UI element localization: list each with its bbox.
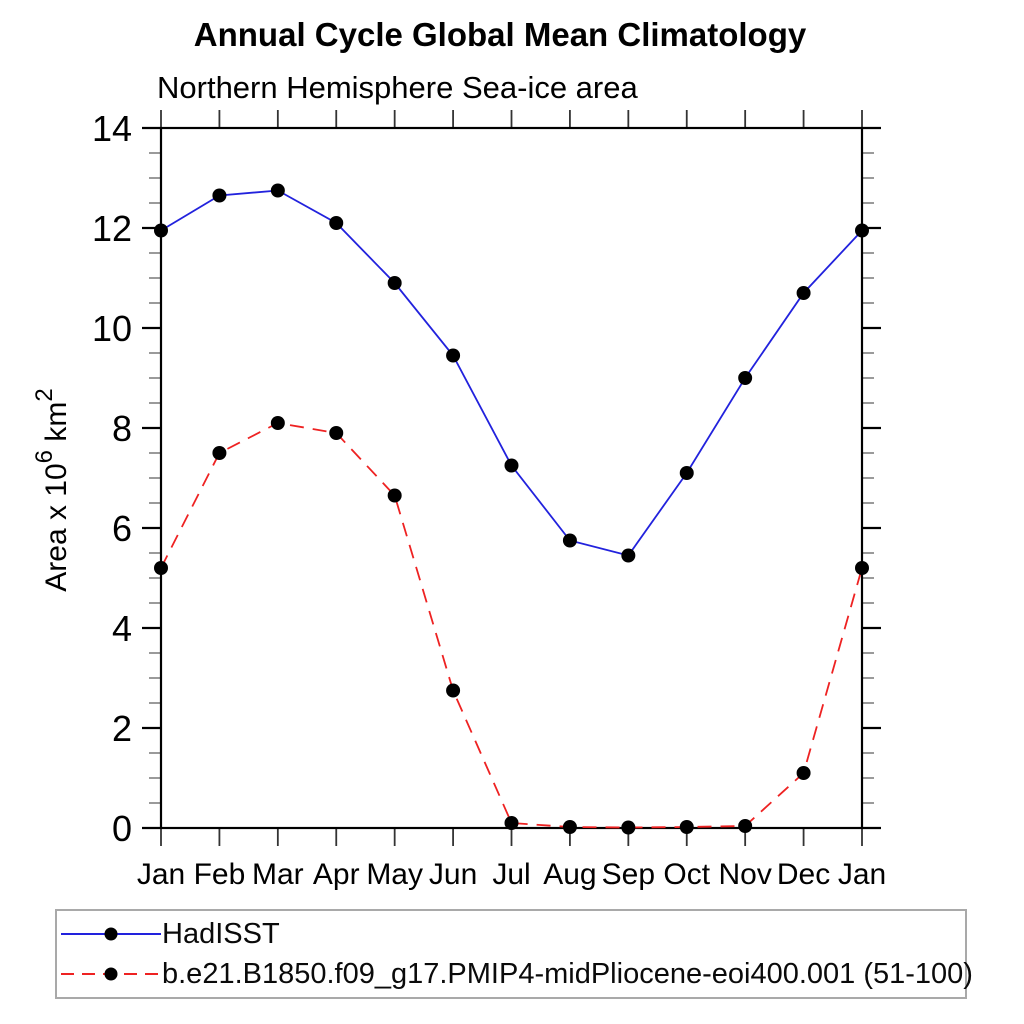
data-point — [855, 561, 869, 575]
x-tick-label: May — [366, 858, 423, 891]
x-tick-label: Jan — [137, 858, 185, 891]
x-tick-label: Nov — [718, 858, 771, 891]
data-point — [621, 548, 636, 563]
data-point — [504, 458, 519, 473]
data-point — [738, 371, 753, 385]
y-axis-title: Area x 106 km2 — [31, 388, 73, 591]
data-point — [387, 276, 402, 290]
x-tick-label: Sep — [602, 858, 655, 891]
y-tick-label: 8 — [112, 408, 132, 449]
legend-label-hadisst: HadISST — [162, 917, 280, 950]
data-point — [270, 183, 285, 198]
data-point — [270, 416, 285, 430]
legend: HadISST b.e21.B1850.f09_g17.PMIP4-midPli… — [55, 909, 973, 999]
y-tick-label: 6 — [112, 508, 132, 549]
x-tick-label: Dec — [777, 858, 830, 891]
x-tick-label: Aug — [543, 858, 596, 891]
legend-row-model: b.e21.B1850.f09_g17.PMIP4-midPliocene-eo… — [60, 955, 973, 993]
data-point — [562, 533, 577, 548]
data-point — [212, 188, 227, 203]
y-tick-label: 4 — [112, 608, 132, 649]
series-0 — [154, 183, 869, 563]
y-tick-label: 12 — [92, 208, 132, 249]
data-point — [796, 766, 811, 780]
axes: 0 2 4 6 8 10 12 14 Jan Feb Mar Apr May Jun Jul Aug Sep Oc… — [31, 108, 886, 891]
data-point — [446, 348, 461, 363]
data-point — [504, 816, 519, 830]
x-tick-label: Jul — [492, 858, 530, 891]
chart-subtitle: Northern Hemisphere Sea-ice area — [157, 70, 638, 105]
data-point — [621, 820, 636, 835]
y-tick-label: 14 — [92, 108, 132, 149]
chart-title: Annual Cycle Global Mean Climatology — [193, 16, 807, 53]
y-tick-label: 2 — [112, 708, 132, 749]
data-point — [329, 426, 344, 440]
y-tick-label: 10 — [92, 308, 132, 349]
data-point — [796, 286, 811, 300]
data-point — [154, 561, 168, 575]
y-tick-label: 0 — [112, 808, 132, 849]
data-point — [387, 488, 402, 503]
x-tick-label: Oct — [663, 858, 710, 891]
data-point — [562, 820, 577, 834]
series-1 — [154, 416, 869, 835]
data-point — [679, 466, 694, 480]
data-point — [446, 683, 461, 698]
legend-label-model: b.e21.B1850.f09_g17.PMIP4-midPliocene-eo… — [162, 957, 973, 990]
data-point — [855, 223, 869, 238]
legend-line-solid-icon — [61, 927, 161, 941]
legend-line-dashed-icon — [61, 967, 161, 981]
x-tick-label: Mar — [252, 858, 304, 891]
data-point — [738, 819, 753, 833]
data-point — [212, 446, 227, 460]
data-point — [329, 216, 344, 230]
x-tick-label: Feb — [194, 858, 246, 891]
x-tick-label: Jan — [838, 858, 886, 891]
data-point — [154, 223, 168, 238]
legend-row-hadisst: HadISST — [60, 915, 965, 953]
x-tick-label: Jun — [429, 858, 477, 891]
x-tick-label: Apr — [313, 858, 360, 891]
data-point — [679, 820, 694, 834]
